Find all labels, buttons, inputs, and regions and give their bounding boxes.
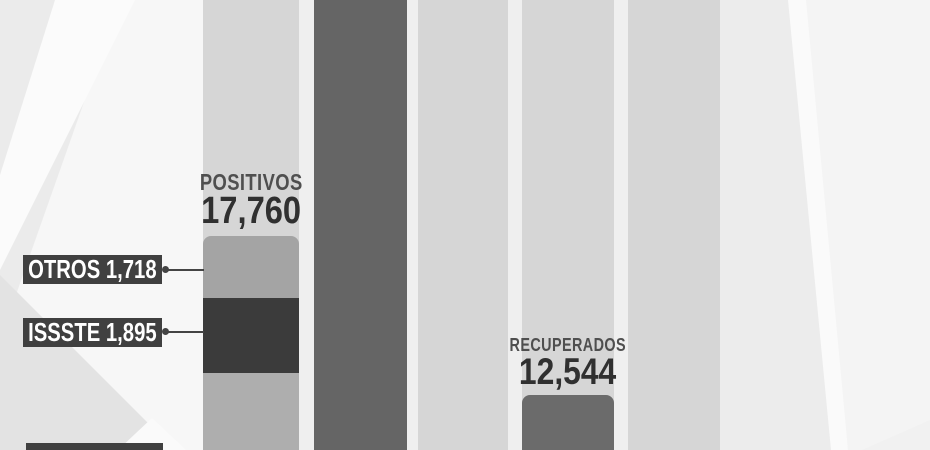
bar-track-recuperados [522,0,614,450]
recuperados-value: 12,544 [519,351,617,392]
recuperados-header: RECUPERADOS 12,544 [478,335,658,392]
issste-callout-label: ISSSTE 1,895 [28,317,157,347]
positivos-segment-rest [203,373,299,450]
recuperados-bar [522,395,614,450]
issste-connector-line [167,331,204,333]
recuperados-title: RECUPERADOS [509,335,627,355]
otros-connector-line [167,269,204,271]
positivos-title: POSITIVOS [199,169,303,195]
positivos-segment-otros [203,236,299,298]
issste-callout: ISSSTE 1,895 [23,317,162,347]
issste-connector-dot [162,328,169,335]
otros-callout-label: OTROS 1,718 [28,254,157,284]
positivos-value: 17,760 [201,190,301,232]
bar-track-empty-2 [628,0,720,450]
bar-track-empty-1 [418,0,508,450]
otros-connector-dot [162,266,169,273]
cropped-callout [26,443,163,450]
otros-callout: OTROS 1,718 [23,254,162,284]
tall-dark-bar [314,0,407,450]
positivos-header: POSITIVOS 17,760 [161,169,341,232]
positivos-segment-issste [203,298,299,373]
